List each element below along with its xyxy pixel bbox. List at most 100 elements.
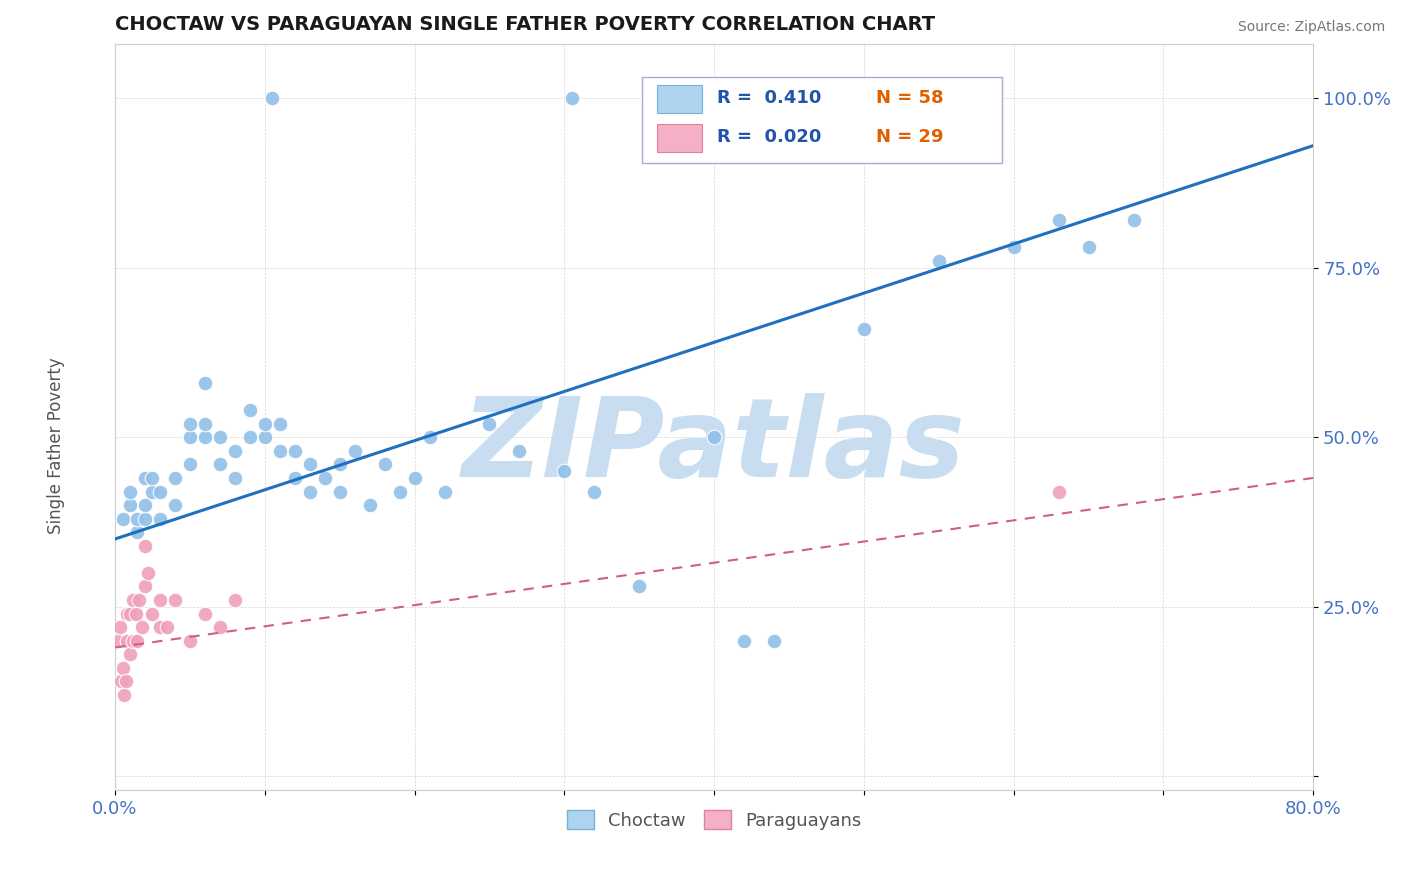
Point xyxy=(131,620,153,634)
Point xyxy=(733,633,755,648)
Point xyxy=(583,484,606,499)
Point xyxy=(141,607,163,621)
Text: CHOCTAW VS PARAGUAYAN SINGLE FATHER POVERTY CORRELATION CHART: CHOCTAW VS PARAGUAYAN SINGLE FATHER POVE… xyxy=(115,15,935,34)
Text: Single Father Poverty: Single Father Poverty xyxy=(48,358,65,534)
Point xyxy=(419,430,441,444)
Point xyxy=(433,484,456,499)
Point xyxy=(561,91,583,105)
Point xyxy=(262,91,284,105)
Point xyxy=(108,620,131,634)
Point xyxy=(194,430,217,444)
Point xyxy=(1002,240,1025,254)
Point xyxy=(208,458,231,472)
Point xyxy=(122,633,145,648)
Point xyxy=(703,430,725,444)
Point xyxy=(478,417,501,431)
Point xyxy=(343,443,366,458)
Point xyxy=(374,458,396,472)
Point xyxy=(388,484,411,499)
Point xyxy=(194,417,217,431)
Point xyxy=(194,607,217,621)
Point xyxy=(239,430,262,444)
Point xyxy=(115,607,138,621)
Point xyxy=(224,593,246,607)
Point xyxy=(763,633,786,648)
Point xyxy=(329,458,352,472)
Point xyxy=(118,498,141,512)
Point xyxy=(208,620,231,634)
Point xyxy=(149,511,172,525)
Point xyxy=(141,484,163,499)
Point xyxy=(269,443,291,458)
Point xyxy=(118,607,141,621)
Point xyxy=(553,464,575,478)
Point xyxy=(404,471,426,485)
Text: R =  0.410: R = 0.410 xyxy=(717,89,821,107)
Point xyxy=(110,674,132,689)
Point xyxy=(253,430,276,444)
Point xyxy=(125,607,148,621)
Point xyxy=(718,91,741,105)
Point xyxy=(284,471,307,485)
Point xyxy=(111,661,134,675)
Text: N = 29: N = 29 xyxy=(876,128,943,146)
Point xyxy=(134,539,156,553)
Point xyxy=(359,498,381,512)
Point xyxy=(298,458,321,472)
Point xyxy=(128,593,150,607)
Point xyxy=(224,443,246,458)
Point xyxy=(122,593,145,607)
Point xyxy=(118,484,141,499)
Point xyxy=(1047,484,1070,499)
Point xyxy=(127,633,149,648)
Point xyxy=(628,579,651,593)
Point xyxy=(115,633,138,648)
Point xyxy=(208,430,231,444)
FancyBboxPatch shape xyxy=(657,124,702,152)
Point xyxy=(118,647,141,661)
Point xyxy=(298,484,321,499)
Point xyxy=(224,471,246,485)
Point xyxy=(141,471,163,485)
Point xyxy=(114,674,136,689)
Point xyxy=(239,403,262,417)
Text: N = 58: N = 58 xyxy=(876,89,943,107)
Text: Source: ZipAtlas.com: Source: ZipAtlas.com xyxy=(1237,20,1385,34)
Point xyxy=(134,498,156,512)
Point xyxy=(136,566,159,580)
Point xyxy=(314,471,336,485)
Point xyxy=(508,443,530,458)
Point xyxy=(852,322,875,336)
Point xyxy=(269,417,291,431)
Point xyxy=(127,525,149,540)
Legend: Choctaw, Paraguayans: Choctaw, Paraguayans xyxy=(560,803,869,837)
Point xyxy=(163,593,186,607)
Point xyxy=(253,417,276,431)
Point xyxy=(163,498,186,512)
Point xyxy=(111,511,134,525)
Point xyxy=(107,633,129,648)
Point xyxy=(329,484,352,499)
Point xyxy=(1122,213,1144,227)
Point xyxy=(134,471,156,485)
Point xyxy=(112,688,135,702)
Point xyxy=(928,254,950,268)
Point xyxy=(149,593,172,607)
Point xyxy=(284,443,307,458)
Point xyxy=(179,633,201,648)
FancyBboxPatch shape xyxy=(643,78,1001,163)
Point xyxy=(665,91,688,105)
Point xyxy=(156,620,179,634)
Point xyxy=(163,471,186,485)
Point xyxy=(179,430,201,444)
Text: ZIPatlas: ZIPatlas xyxy=(463,393,966,500)
Point xyxy=(134,579,156,593)
Point xyxy=(149,484,172,499)
Point xyxy=(179,417,201,431)
FancyBboxPatch shape xyxy=(657,85,702,113)
Point xyxy=(1077,240,1099,254)
Point xyxy=(127,511,149,525)
Point xyxy=(179,458,201,472)
Point xyxy=(134,511,156,525)
Point xyxy=(194,376,217,390)
